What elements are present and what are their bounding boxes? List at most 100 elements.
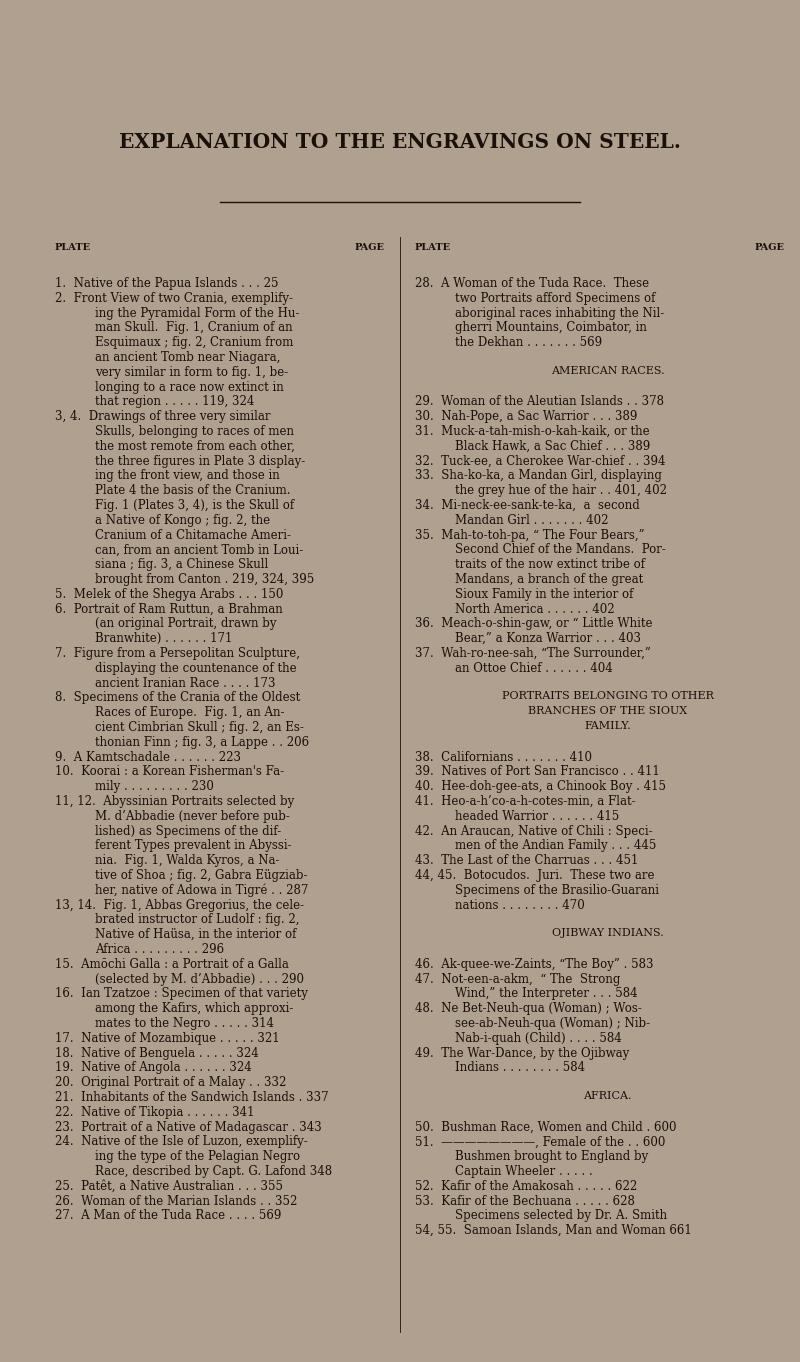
Text: 46.  Ak-quee-we-Zaints, “The Boy” . 583: 46. Ak-quee-we-Zaints, “The Boy” . 583 xyxy=(415,957,654,971)
Text: 43.  The Last of the Charruas . . . 451: 43. The Last of the Charruas . . . 451 xyxy=(415,854,638,868)
Text: M. d’Abbadie (never before pub-: M. d’Abbadie (never before pub- xyxy=(95,810,290,823)
Text: Bushmen brought to England by: Bushmen brought to England by xyxy=(455,1150,648,1163)
Text: (selected by M. d’Abbadie) . . . 290: (selected by M. d’Abbadie) . . . 290 xyxy=(95,972,304,986)
Text: PORTRAITS BELONGING TO OTHER: PORTRAITS BELONGING TO OTHER xyxy=(502,692,714,701)
Text: 13, 14.  Fig. 1, Abbas Gregorius, the cele-: 13, 14. Fig. 1, Abbas Gregorius, the cel… xyxy=(55,899,304,911)
Text: 18.  Native of Benguela . . . . . 324: 18. Native of Benguela . . . . . 324 xyxy=(55,1046,258,1060)
Text: 48.  Ne Bet-Neuh-qua (Woman) ; Wos-: 48. Ne Bet-Neuh-qua (Woman) ; Wos- xyxy=(415,1002,642,1015)
Text: lished) as Specimens of the dif-: lished) as Specimens of the dif- xyxy=(95,824,282,838)
Text: Races of Europe.  Fig. 1, an An-: Races of Europe. Fig. 1, an An- xyxy=(95,707,285,719)
Text: 27.  A Man of the Tuda Race . . . . 569: 27. A Man of the Tuda Race . . . . 569 xyxy=(55,1209,282,1223)
Text: Africa . . . . . . . . . 296: Africa . . . . . . . . . 296 xyxy=(95,943,224,956)
Text: 16.  Ian Tzatzoe : Specimen of that variety: 16. Ian Tzatzoe : Specimen of that varie… xyxy=(55,987,308,1001)
Text: Specimens of the Brasilio-Guarani: Specimens of the Brasilio-Guarani xyxy=(455,884,659,896)
Text: thonian Finn ; fig. 3, a Lappe . . 206: thonian Finn ; fig. 3, a Lappe . . 206 xyxy=(95,735,309,749)
Text: 39.  Natives of Port San Francisco . . 411: 39. Natives of Port San Francisco . . 41… xyxy=(415,765,660,779)
Text: Second Chief of the Mandans.  Por-: Second Chief of the Mandans. Por- xyxy=(455,543,666,557)
Text: a Native of Kongo ; fig. 2, the: a Native of Kongo ; fig. 2, the xyxy=(95,513,270,527)
Text: 10.  Koorai : a Korean Fisherman's Fa-: 10. Koorai : a Korean Fisherman's Fa- xyxy=(55,765,284,779)
Text: mily . . . . . . . . . 230: mily . . . . . . . . . 230 xyxy=(95,780,214,793)
Text: Esquimaux ; fig. 2, Cranium from: Esquimaux ; fig. 2, Cranium from xyxy=(95,336,294,349)
Text: displaying the countenance of the: displaying the countenance of the xyxy=(95,662,297,674)
Text: 47.  Not-een-a-akm,  “ The  Strong: 47. Not-een-a-akm, “ The Strong xyxy=(415,972,620,986)
Text: 37.  Wah-ro-nee-sah, “The Surrounder,”: 37. Wah-ro-nee-sah, “The Surrounder,” xyxy=(415,647,651,661)
Text: 32.  Tuck-ee, a Cherokee War-chief . . 394: 32. Tuck-ee, a Cherokee War-chief . . 39… xyxy=(415,455,666,467)
Text: Skulls, belonging to races of men: Skulls, belonging to races of men xyxy=(95,425,294,439)
Text: EXPLANATION TO THE ENGRAVINGS ON STEEL.: EXPLANATION TO THE ENGRAVINGS ON STEEL. xyxy=(119,132,681,153)
Text: 8.  Specimens of the Crania of the Oldest: 8. Specimens of the Crania of the Oldest xyxy=(55,692,300,704)
Text: longing to a race now extinct in: longing to a race now extinct in xyxy=(95,380,284,394)
Text: aboriginal races inhabiting the Nil-: aboriginal races inhabiting the Nil- xyxy=(455,306,664,320)
Text: Wind,” the Interpreter . . . 584: Wind,” the Interpreter . . . 584 xyxy=(455,987,638,1001)
Text: the Dekhan . . . . . . . 569: the Dekhan . . . . . . . 569 xyxy=(455,336,602,349)
Text: Plate 4 the basis of the Cranium.: Plate 4 the basis of the Cranium. xyxy=(95,485,290,497)
Text: 3, 4.  Drawings of three very similar: 3, 4. Drawings of three very similar xyxy=(55,410,270,424)
Text: 15.  Amōchi Galla : a Portrait of a Galla: 15. Amōchi Galla : a Portrait of a Galla xyxy=(55,957,289,971)
Text: North America . . . . . . 402: North America . . . . . . 402 xyxy=(455,602,614,616)
Text: Cranium of a Chitamache Ameri-: Cranium of a Chitamache Ameri- xyxy=(95,528,291,542)
Text: 33.  Sha-ko-ka, a Mandan Girl, displaying: 33. Sha-ko-ka, a Mandan Girl, displaying xyxy=(415,470,662,482)
Text: 5.  Melek of the Shegya Arabs . . . 150: 5. Melek of the Shegya Arabs . . . 150 xyxy=(55,588,283,601)
Text: that region . . . . . 119, 324: that region . . . . . 119, 324 xyxy=(95,395,254,409)
Text: Native of Haüsa, in the interior of: Native of Haüsa, in the interior of xyxy=(95,928,296,941)
Text: an ancient Tomb near Niagara,: an ancient Tomb near Niagara, xyxy=(95,351,280,364)
Text: AMERICAN RACES.: AMERICAN RACES. xyxy=(550,366,664,376)
Text: ancient Iranian Race . . . . 173: ancient Iranian Race . . . . 173 xyxy=(95,677,275,689)
Text: tive of Shoa ; fig. 2, Gabra Eügziab-: tive of Shoa ; fig. 2, Gabra Eügziab- xyxy=(95,869,307,883)
Text: Nab-i-quah (Child) . . . . 584: Nab-i-quah (Child) . . . . 584 xyxy=(455,1032,622,1045)
Text: Race, described by Capt. G. Lafond 348: Race, described by Capt. G. Lafond 348 xyxy=(95,1165,332,1178)
Text: 11, 12.  Abyssinian Portraits selected by: 11, 12. Abyssinian Portraits selected by xyxy=(55,795,294,808)
Text: Branwhite) . . . . . . 171: Branwhite) . . . . . . 171 xyxy=(95,632,232,646)
Text: PLATE: PLATE xyxy=(55,242,91,252)
Text: 29.  Woman of the Aleutian Islands . . 378: 29. Woman of the Aleutian Islands . . 37… xyxy=(415,395,664,409)
Text: 9.  A Kamtschadale . . . . . . 223: 9. A Kamtschadale . . . . . . 223 xyxy=(55,750,241,764)
Text: mates to the Negro . . . . . 314: mates to the Negro . . . . . 314 xyxy=(95,1017,274,1030)
Text: the three figures in Plate 3 display-: the three figures in Plate 3 display- xyxy=(95,455,306,467)
Text: FAMILY.: FAMILY. xyxy=(584,720,631,731)
Text: gherri Mountains, Coimbator, in: gherri Mountains, Coimbator, in xyxy=(455,321,647,335)
Text: two Portraits afford Specimens of: two Portraits afford Specimens of xyxy=(455,291,655,305)
Text: Specimens selected by Dr. A. Smith: Specimens selected by Dr. A. Smith xyxy=(455,1209,667,1223)
Text: Captain Wheeler . . . . .: Captain Wheeler . . . . . xyxy=(455,1165,593,1178)
Text: 40.  Hee-doh-gee-ats, a Chinook Boy . 415: 40. Hee-doh-gee-ats, a Chinook Boy . 415 xyxy=(415,780,666,793)
Text: 7.  Figure from a Persepolitan Sculpture,: 7. Figure from a Persepolitan Sculpture, xyxy=(55,647,300,661)
Text: men of the Andian Family . . . 445: men of the Andian Family . . . 445 xyxy=(455,839,656,853)
Text: PLATE: PLATE xyxy=(415,242,451,252)
Text: the most remote from each other,: the most remote from each other, xyxy=(95,440,295,452)
Text: ing the Pyramidal Form of the Hu-: ing the Pyramidal Form of the Hu- xyxy=(95,306,299,320)
Text: Mandans, a branch of the great: Mandans, a branch of the great xyxy=(455,573,643,586)
Text: 35.  Mah-to-toh-pa, “ The Four Bears,”: 35. Mah-to-toh-pa, “ The Four Bears,” xyxy=(415,528,645,542)
Text: ing the front view, and those in: ing the front view, and those in xyxy=(95,470,280,482)
Text: PAGE: PAGE xyxy=(355,242,385,252)
Text: Fig. 1 (Plates 3, 4), is the Skull of: Fig. 1 (Plates 3, 4), is the Skull of xyxy=(95,498,294,512)
Text: 44, 45.  Botocudos.  Juri.  These two are: 44, 45. Botocudos. Juri. These two are xyxy=(415,869,654,883)
Text: 34.  Mi-neck-ee-sank-te-ka,  a  second: 34. Mi-neck-ee-sank-te-ka, a second xyxy=(415,498,640,512)
Text: nia.  Fig. 1, Walda Kyros, a Na-: nia. Fig. 1, Walda Kyros, a Na- xyxy=(95,854,279,868)
Text: Mandan Girl . . . . . . . 402: Mandan Girl . . . . . . . 402 xyxy=(455,513,609,527)
Text: ing the type of the Pelagian Negro: ing the type of the Pelagian Negro xyxy=(95,1150,300,1163)
Text: traits of the now extinct tribe of: traits of the now extinct tribe of xyxy=(455,558,645,571)
Text: 41.  Heo-a-h’co-a-h-cotes-min, a Flat-: 41. Heo-a-h’co-a-h-cotes-min, a Flat- xyxy=(415,795,636,808)
Text: BRANCHES OF THE SIOUX: BRANCHES OF THE SIOUX xyxy=(528,707,687,716)
Text: see-ab-Neuh-qua (Woman) ; Nib-: see-ab-Neuh-qua (Woman) ; Nib- xyxy=(455,1017,650,1030)
Text: 54, 55.  Samoan Islands, Man and Woman 661: 54, 55. Samoan Islands, Man and Woman 66… xyxy=(415,1224,692,1237)
Text: 53.  Kafir of the Bechuana . . . . . 628: 53. Kafir of the Bechuana . . . . . 628 xyxy=(415,1194,635,1208)
Text: 52.  Kafir of the Amakosah . . . . . 622: 52. Kafir of the Amakosah . . . . . 622 xyxy=(415,1179,638,1193)
Text: 50.  Bushman Race, Women and Child . 600: 50. Bushman Race, Women and Child . 600 xyxy=(415,1121,677,1133)
Text: ferent Types prevalent in Abyssi-: ferent Types prevalent in Abyssi- xyxy=(95,839,292,853)
Text: Indians . . . . . . . . 584: Indians . . . . . . . . 584 xyxy=(455,1061,585,1075)
Text: 51.  ————————, Female of the . . 600: 51. ————————, Female of the . . 600 xyxy=(415,1136,666,1148)
Text: 22.  Native of Tikopia . . . . . . 341: 22. Native of Tikopia . . . . . . 341 xyxy=(55,1106,254,1118)
Text: the grey hue of the hair . . 401, 402: the grey hue of the hair . . 401, 402 xyxy=(455,485,667,497)
Text: 31.  Muck-a-tah-mish-o-kah-kaik, or the: 31. Muck-a-tah-mish-o-kah-kaik, or the xyxy=(415,425,650,439)
Text: brought from Canton . 219, 324, 395: brought from Canton . 219, 324, 395 xyxy=(95,573,314,586)
Text: an Ottoe Chief . . . . . . 404: an Ottoe Chief . . . . . . 404 xyxy=(455,662,613,674)
Text: siana ; fig. 3, a Chinese Skull: siana ; fig. 3, a Chinese Skull xyxy=(95,558,268,571)
Text: nations . . . . . . . . 470: nations . . . . . . . . 470 xyxy=(455,899,585,911)
Text: 21.  Inhabitants of the Sandwich Islands . 337: 21. Inhabitants of the Sandwich Islands … xyxy=(55,1091,329,1105)
Text: 19.  Native of Angola . . . . . . 324: 19. Native of Angola . . . . . . 324 xyxy=(55,1061,252,1075)
Text: 28.  A Woman of the Tuda Race.  These: 28. A Woman of the Tuda Race. These xyxy=(415,276,649,290)
Text: 42.  An Araucan, Native of Chili : Speci-: 42. An Araucan, Native of Chili : Speci- xyxy=(415,824,653,838)
Text: 36.  Meach-o-shin-gaw, or “ Little White: 36. Meach-o-shin-gaw, or “ Little White xyxy=(415,617,653,631)
Text: 2.  Front View of two Crania, exemplify-: 2. Front View of two Crania, exemplify- xyxy=(55,291,293,305)
